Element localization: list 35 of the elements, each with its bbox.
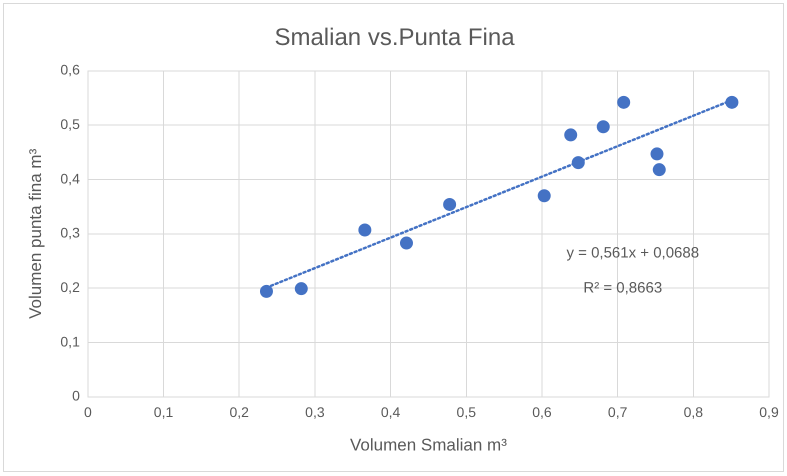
x-tick-label: 0,6 <box>532 404 552 420</box>
x-tick-label: 0,5 <box>456 404 476 420</box>
point <box>572 156 585 170</box>
y-tick-label: 0 <box>72 388 80 404</box>
point <box>358 223 372 236</box>
y-tick-label: 0,4 <box>60 170 80 186</box>
x-tick-label: 0,3 <box>305 404 325 420</box>
y-tick-label: 0,1 <box>60 333 80 350</box>
x-axis-title: Volumen Smalian m³ <box>350 435 508 454</box>
x-tick-label: 0,2 <box>229 404 250 420</box>
point <box>260 284 273 298</box>
point <box>652 163 666 176</box>
point <box>617 96 630 109</box>
y-tick-label: 0,6 <box>60 62 80 78</box>
y-axis-title: Volumen punta fina m³ <box>26 148 45 319</box>
y-tick-label: 0,5 <box>60 116 80 132</box>
x-tick-label: 0,1 <box>154 404 174 420</box>
y-tick-label: 0,2 <box>60 278 80 295</box>
x-tick-label: 0,8 <box>684 404 704 420</box>
point <box>400 236 413 250</box>
point <box>650 147 664 160</box>
point <box>294 282 308 296</box>
point <box>596 120 610 134</box>
x-tick-label: 0,9 <box>759 404 779 420</box>
chart-title: Smalian vs.Punta Fina <box>274 24 516 52</box>
x-tick-label: 0 <box>84 404 92 420</box>
x-tick-label: 0,4 <box>380 404 401 420</box>
point <box>443 198 456 211</box>
y-tick-label: 0,3 <box>60 224 80 241</box>
x-tick-label: 0,7 <box>608 404 628 420</box>
point <box>725 96 738 109</box>
annotation: R² = 0,8663 <box>583 280 662 296</box>
point <box>564 128 578 142</box>
annotation: y = 0,561x + 0,0688 <box>566 244 700 262</box>
point <box>538 189 551 202</box>
